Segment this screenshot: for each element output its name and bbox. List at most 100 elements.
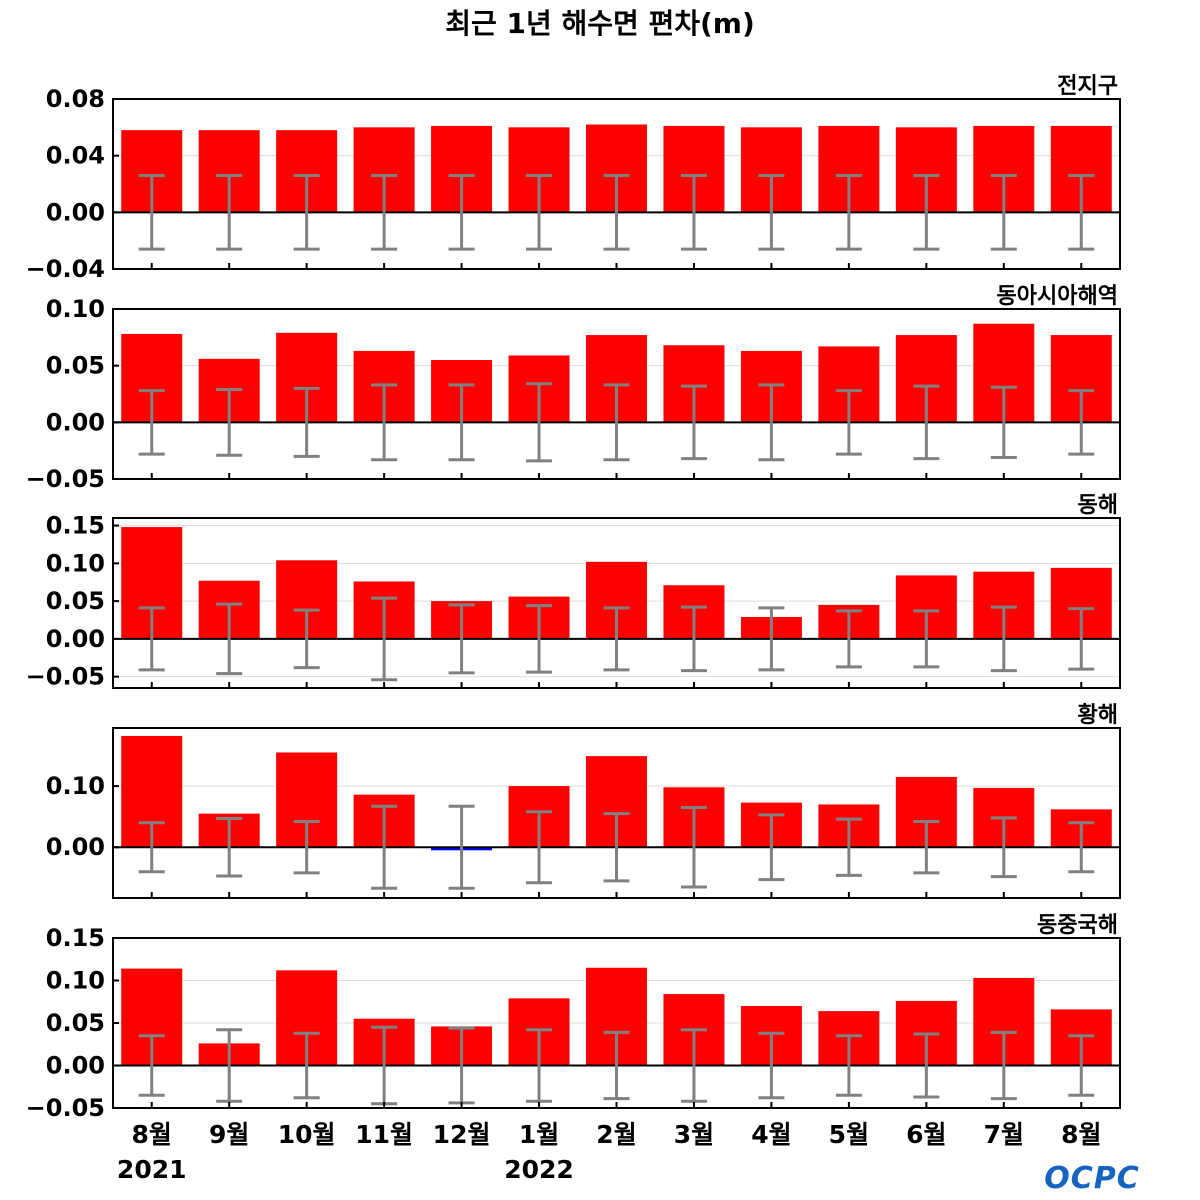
month-label: 5월 [829,1120,869,1149]
error-bar [526,1028,553,1103]
month-label: 8월 [1061,1120,1101,1149]
error-bar [216,387,243,457]
panel-1: −0.04 0.00 0.04 0.08 전지구 [26,74,1121,283]
error-bar [138,174,165,251]
month-label: 9월 [209,1120,249,1149]
error-bar [758,1031,785,1100]
error-bar [448,804,475,890]
y-tick-label: −0.05 [26,663,105,691]
error-bar [758,174,785,251]
error-bar [990,1030,1017,1101]
panel-5: −0.05 0.00 0.05 0.10 0.15 동중국해 [26,913,1121,1122]
error-bar [913,609,940,669]
error-bar [216,817,243,878]
y-tick-label: 0.00 [46,625,105,653]
y-tick-label: 0.05 [46,352,105,380]
error-bar [603,812,630,883]
error-bar [293,386,320,458]
panels: −0.04 0.00 0.04 0.08 전지구 −0.05 0.00 0.05 0.10 동아시… [26,74,1121,1122]
error-bar [1068,821,1095,874]
y-tick-label: 0.00 [46,408,105,436]
y-tick-label: 0.15 [46,512,105,540]
error-bar [680,605,707,673]
error-bar [603,606,630,672]
error-bar [835,817,862,877]
y-tick-label: 0.10 [46,772,105,800]
y-tick-label: 0.00 [46,833,105,861]
month-label: 12월 [433,1120,491,1149]
error-bar [371,174,398,251]
y-tick-label: 0.05 [46,587,105,615]
error-bar [1068,607,1095,671]
y-tick-label: 0.10 [46,549,105,577]
month-label: 6월 [906,1120,946,1149]
year-label: 2022 [504,1155,574,1184]
error-bar [293,820,320,875]
error-bar [526,174,553,251]
error-bar [680,805,707,889]
error-bar [526,382,553,463]
error-bar [138,606,165,672]
error-bar [835,609,862,669]
error-bar [913,174,940,251]
y-tick-label: 0.05 [46,1009,105,1037]
error-bar [1068,1034,1095,1097]
month-label: 11월 [355,1120,413,1149]
error-bar [526,810,553,885]
error-bar [990,605,1017,673]
error-bar [1068,389,1095,456]
error-bar [758,813,785,882]
panel-3: −0.05 0.00 0.05 0.10 0.15 동해 [26,493,1121,691]
panel-4: 0.00 0.10 황해 [46,703,1121,899]
y-tick-label: 0.08 [46,85,105,113]
error-bar [371,596,398,682]
error-bar [835,174,862,251]
error-bar [603,383,630,462]
error-bar [913,1032,940,1099]
month-label: 7월 [984,1120,1024,1149]
month-label: 10월 [278,1120,336,1149]
x-axis-labels: 8월 9월 10월 11월 12월 1월 2월 3월 4월 5월 6월 7월 8월 2021 2022 [117,1120,1102,1184]
error-bar [758,383,785,462]
error-bar [1068,174,1095,251]
ocpc-logo: OCPC [1044,1161,1140,1196]
error-bar [371,383,398,462]
y-tick-label: 0.10 [46,295,105,323]
error-bar [835,389,862,456]
month-label: 4월 [751,1120,791,1149]
error-bar [990,174,1017,251]
region-label: 동해 [1078,493,1118,518]
error-bar [913,384,940,461]
error-bar [138,821,165,874]
figure-title: 최근 1년 해수면 편차(m) [445,7,755,40]
error-bar [448,603,475,675]
panel-2: −0.05 0.00 0.05 0.10 동아시아해역 [26,284,1121,493]
y-tick-label: 0.00 [46,1052,105,1080]
region-label: 동중국해 [1037,913,1118,938]
error-bar [990,385,1017,459]
error-bar [216,602,243,676]
month-label: 3월 [674,1120,714,1149]
region-label: 황해 [1078,703,1118,728]
error-bar [680,384,707,461]
month-label: 2월 [596,1120,636,1149]
error-bar [526,604,553,674]
error-bar [990,816,1017,879]
year-label: 2021 [117,1155,187,1184]
error-bar [680,174,707,251]
error-bar [603,174,630,251]
error-bar [138,1034,165,1097]
error-bar [293,608,320,670]
error-bar [913,820,940,875]
y-tick-label: 0.10 [46,967,105,995]
region-label: 전지구 [1057,74,1118,99]
region-label: 동아시아해역 [997,284,1118,309]
month-label: 1월 [519,1120,559,1149]
y-tick-label: 0.00 [46,198,105,226]
error-bar [448,383,475,462]
error-bar [680,1028,707,1103]
error-bar [293,174,320,251]
error-bar [603,1030,630,1101]
month-label: 8월 [132,1120,172,1149]
